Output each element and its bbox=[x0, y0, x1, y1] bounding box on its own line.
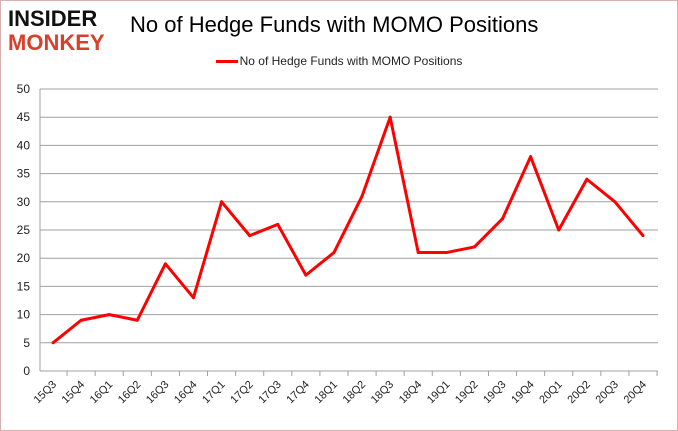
x-tick-label: 20Q3 bbox=[594, 379, 622, 407]
data-point bbox=[529, 155, 533, 159]
data-point bbox=[304, 273, 308, 277]
data-point bbox=[248, 234, 252, 238]
chart-title: No of Hedge Funds with MOMO Positions bbox=[130, 12, 539, 37]
x-tick-label: 19Q2 bbox=[453, 379, 481, 407]
x-tick-label: 18Q1 bbox=[313, 379, 341, 407]
data-point bbox=[641, 234, 645, 238]
data-point bbox=[388, 115, 392, 119]
y-tick-label: 15 bbox=[17, 279, 31, 293]
data-point bbox=[416, 251, 420, 255]
data-point bbox=[191, 296, 195, 300]
y-tick-label: 50 bbox=[17, 82, 31, 96]
y-tick-label: 5 bbox=[23, 336, 30, 350]
x-tick-label: 15Q3 bbox=[32, 379, 60, 407]
logo-line1: INSIDER bbox=[8, 6, 98, 31]
y-tick-label: 30 bbox=[17, 195, 31, 209]
data-point bbox=[79, 318, 83, 322]
data-point bbox=[472, 245, 476, 249]
y-tick-label: 0 bbox=[23, 364, 30, 378]
x-tick-label: 20Q1 bbox=[537, 379, 565, 407]
data-point bbox=[51, 341, 55, 345]
legend: No of Hedge Funds with MOMO Positions bbox=[0, 54, 678, 68]
data-point bbox=[613, 200, 617, 204]
x-tick-label: 16Q2 bbox=[116, 379, 144, 407]
x-tick-label: 18Q4 bbox=[397, 379, 425, 407]
x-tick-label: 20Q2 bbox=[565, 379, 593, 407]
data-point bbox=[163, 262, 167, 266]
y-tick-label: 20 bbox=[17, 251, 31, 265]
x-tick-label: 18Q3 bbox=[369, 379, 397, 407]
data-point bbox=[276, 222, 280, 226]
x-tick-label: 15Q4 bbox=[60, 379, 88, 407]
x-tick-label: 19Q1 bbox=[425, 379, 453, 407]
x-tick-label: 16Q1 bbox=[88, 379, 116, 407]
data-point bbox=[332, 251, 336, 255]
legend-label: No of Hedge Funds with MOMO Positions bbox=[239, 54, 463, 68]
y-tick-label: 35 bbox=[17, 167, 31, 181]
insider-monkey-logo: INSIDER MONKEY bbox=[8, 8, 126, 56]
x-tick-label: 16Q4 bbox=[172, 379, 200, 407]
series-line bbox=[52, 115, 645, 344]
y-tick-label: 45 bbox=[17, 110, 31, 124]
data-point bbox=[585, 177, 589, 181]
x-tick-label: 18Q2 bbox=[341, 379, 369, 407]
data-point bbox=[360, 194, 364, 198]
y-tick-label: 10 bbox=[17, 308, 31, 322]
x-tick-label: 19Q3 bbox=[481, 379, 509, 407]
y-tick-label: 40 bbox=[17, 138, 31, 152]
data-point bbox=[444, 251, 448, 255]
x-tick-label: 17Q3 bbox=[256, 379, 284, 407]
x-tick-label: 20Q4 bbox=[622, 379, 650, 407]
data-point bbox=[220, 200, 224, 204]
data-point bbox=[501, 217, 505, 221]
x-tick-label: 17Q1 bbox=[200, 379, 228, 407]
y-tick-label: 25 bbox=[17, 223, 31, 237]
legend-swatch bbox=[215, 60, 238, 64]
data-point bbox=[135, 318, 139, 322]
x-tick-label: 19Q4 bbox=[509, 379, 537, 407]
data-point bbox=[107, 313, 111, 317]
data-point bbox=[557, 228, 561, 232]
x-tick-label: 17Q2 bbox=[228, 379, 256, 407]
x-tick-label: 16Q3 bbox=[144, 379, 172, 407]
logo-line2: MONKEY bbox=[8, 30, 105, 55]
x-tick-label: 17Q4 bbox=[284, 379, 312, 407]
